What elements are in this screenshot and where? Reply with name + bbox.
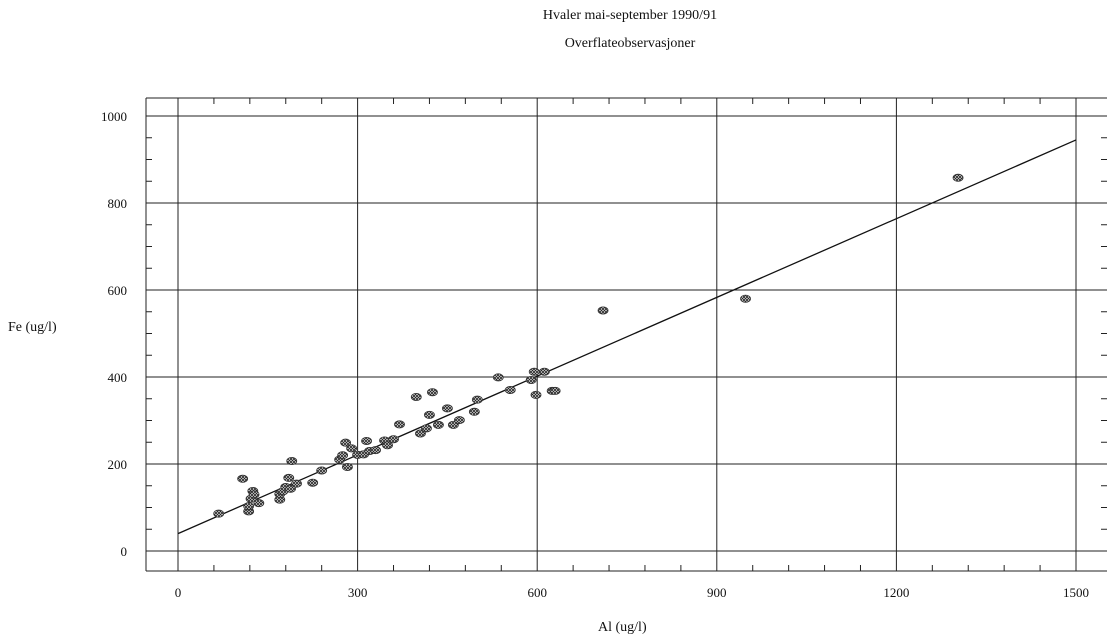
data-point [382,441,393,450]
x-tick-label: 1500 [1063,585,1089,600]
data-point [538,367,550,376]
data-point [504,386,516,395]
y-tick-label: 400 [108,370,128,385]
data-point [237,474,249,483]
data-point [433,420,444,429]
data-point [492,373,504,382]
data-point [415,429,426,438]
data-point [528,367,540,376]
data-point [248,490,260,499]
y-tick-label: 1000 [101,109,127,124]
data-point [468,407,480,416]
y-axis-label: Fe (ug/l) [8,320,57,335]
x-tick-label: 300 [348,585,368,600]
data-point [740,294,751,303]
data-point [337,451,349,460]
data-point [283,473,295,482]
data-point [471,395,483,404]
data-point [549,386,561,395]
y-tick-label: 600 [108,283,128,298]
data-point [453,416,465,425]
data-point [427,388,438,397]
data-point [316,466,328,475]
data-point [253,499,265,508]
data-point [285,484,296,493]
y-tick-label: 200 [108,457,128,472]
x-axis-label: Al (ug/l) [598,620,647,635]
data-point [370,446,381,455]
data-point [361,436,372,445]
data-point [530,390,542,399]
data-point [952,173,964,182]
data-point [410,393,422,402]
chart-subtitle: Overflateobservasjoner [564,36,696,51]
data-point [213,509,225,518]
x-tick-label: 1200 [883,585,909,600]
data-point [424,410,435,419]
x-tick-label: 0 [175,585,182,600]
data-point [307,478,319,487]
chart-title: Hvaler mai-september 1990/91 [542,8,718,23]
data-point [597,306,609,315]
data-point [394,420,405,429]
y-tick-label: 0 [121,544,128,559]
data-point [388,435,399,444]
data-point [286,456,298,465]
data-point [525,376,537,385]
regression-line [177,139,1077,535]
data-point [346,444,358,453]
data-point [421,424,432,433]
x-tick-label: 900 [707,585,727,600]
x-tick-label: 600 [527,585,547,600]
data-point [342,463,353,472]
data-point [340,438,352,447]
data-point [243,502,255,511]
y-tick-label: 800 [108,196,128,211]
data-point [441,404,453,413]
data-point [291,479,302,488]
